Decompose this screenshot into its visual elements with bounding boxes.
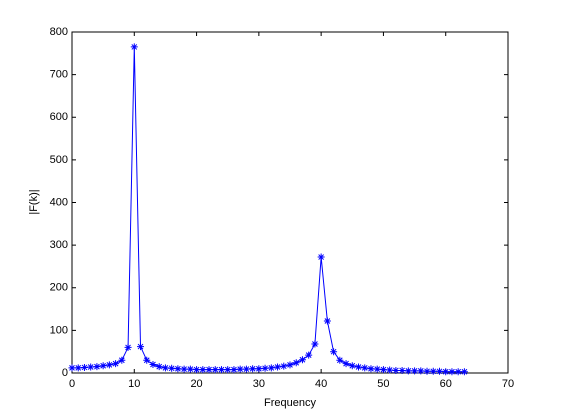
data-point — [143, 356, 151, 364]
data-point — [373, 365, 381, 373]
data-point — [112, 360, 120, 368]
data-point — [286, 361, 294, 369]
data-point — [93, 363, 101, 371]
data-point — [336, 356, 344, 364]
data-point — [448, 368, 456, 376]
y-tick-label: 800 — [50, 26, 68, 38]
x-tick-label: 60 — [440, 378, 452, 390]
y-tick-label: 300 — [50, 239, 68, 251]
data-point — [174, 365, 182, 373]
data-point — [298, 356, 306, 364]
data-point — [124, 343, 132, 351]
y-tick-label: 400 — [50, 196, 68, 208]
data-point — [161, 364, 169, 372]
y-tick-label: 700 — [50, 69, 68, 81]
x-axis-label: Frequency — [264, 397, 316, 409]
data-point — [305, 351, 313, 359]
data-point — [130, 43, 138, 51]
y-tick-label: 100 — [50, 324, 68, 336]
data-point — [460, 368, 468, 376]
data-point — [199, 366, 207, 374]
data-point — [105, 361, 113, 369]
data-point — [224, 366, 232, 374]
data-point — [411, 367, 419, 375]
data-point — [267, 364, 275, 372]
data-point — [74, 364, 82, 372]
data-point — [330, 348, 338, 356]
data-point — [261, 364, 269, 372]
data-point — [155, 363, 163, 371]
data-point — [417, 367, 425, 375]
data-point — [323, 317, 331, 325]
y-tick-label: 200 — [50, 282, 68, 294]
y-axis-label: |F(k)| — [28, 189, 40, 214]
data-point — [342, 360, 350, 368]
x-tick-label: 20 — [190, 378, 202, 390]
data-point — [442, 368, 450, 376]
data-point — [435, 367, 443, 375]
x-tick-label: 10 — [128, 378, 140, 390]
data-point — [249, 365, 257, 373]
data-point — [317, 253, 325, 261]
data-point — [311, 340, 319, 348]
y-tick-label: 600 — [50, 111, 68, 123]
data-point — [205, 366, 213, 374]
data-point — [68, 364, 76, 372]
data-point — [186, 365, 194, 373]
data-point — [230, 366, 238, 374]
data-point — [280, 362, 288, 370]
data-point — [255, 365, 263, 373]
data-point — [149, 360, 157, 368]
data-point — [292, 359, 300, 367]
data-point — [348, 362, 356, 370]
data-point — [392, 366, 400, 374]
data-point — [211, 366, 219, 374]
data-point — [87, 363, 95, 371]
data-point — [454, 368, 462, 376]
data-point — [361, 364, 369, 372]
data-point — [193, 366, 201, 374]
y-tick-label: 0 — [62, 367, 68, 379]
data-point — [429, 367, 437, 375]
data-point — [99, 362, 107, 370]
data-point — [355, 363, 363, 371]
data-point — [404, 367, 412, 375]
x-tick-label: 40 — [315, 378, 327, 390]
x-tick-label: 0 — [69, 378, 75, 390]
axes-box — [71, 31, 509, 374]
x-tick-label: 50 — [377, 378, 389, 390]
x-tick-label: 70 — [502, 378, 514, 390]
x-tick-label: 30 — [253, 378, 265, 390]
data-point — [274, 363, 282, 371]
data-point — [386, 366, 394, 374]
y-tick-label: 500 — [50, 154, 68, 166]
data-point — [242, 365, 250, 373]
data-point — [118, 356, 126, 364]
data-point — [423, 367, 431, 375]
data-point — [80, 363, 88, 371]
data-point — [168, 364, 176, 372]
data-point — [217, 366, 225, 374]
data-point — [379, 366, 387, 374]
data-point — [367, 365, 375, 373]
data-point — [180, 365, 188, 373]
data-point — [236, 365, 244, 373]
data-point — [137, 343, 145, 351]
data-point — [398, 366, 406, 374]
